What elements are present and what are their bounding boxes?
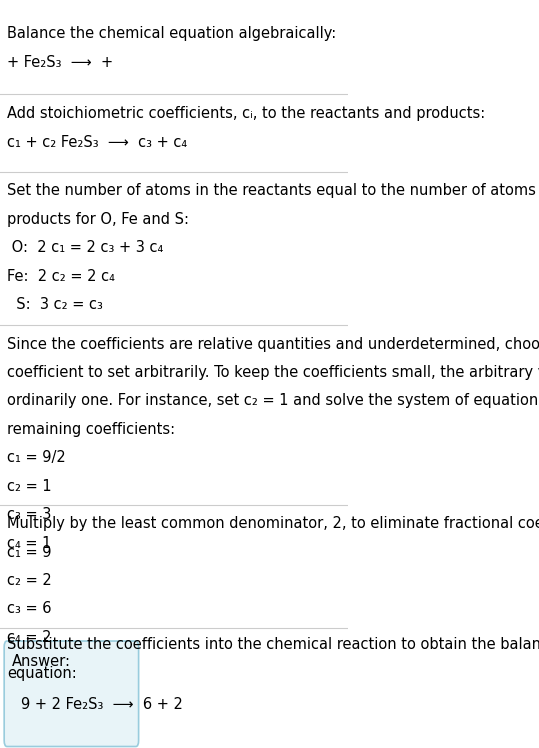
Text: 9 + 2 Fe₂S₃  ⟶  6 + 2: 9 + 2 Fe₂S₃ ⟶ 6 + 2 [21, 697, 183, 713]
Text: remaining coefficients:: remaining coefficients: [7, 422, 175, 437]
Text: Fe:  2 c₂ = 2 c₄: Fe: 2 c₂ = 2 c₄ [7, 269, 115, 283]
Text: c₃ = 6: c₃ = 6 [7, 601, 51, 616]
Text: + Fe₂S₃  ⟶  +: + Fe₂S₃ ⟶ + [7, 55, 113, 70]
Text: Multiply by the least common denominator, 2, to eliminate fractional coefficient: Multiply by the least common denominator… [7, 516, 539, 531]
Text: Since the coefficients are relative quantities and underdetermined, choose a: Since the coefficients are relative quan… [7, 337, 539, 352]
FancyBboxPatch shape [4, 641, 139, 747]
Text: c₄ = 1: c₄ = 1 [7, 536, 51, 551]
Text: c₁ = 9: c₁ = 9 [7, 545, 51, 560]
Text: Substitute the coefficients into the chemical reaction to obtain the balanced: Substitute the coefficients into the che… [7, 637, 539, 652]
Text: c₁ = 9/2: c₁ = 9/2 [7, 450, 66, 465]
Text: c₁ + c₂ Fe₂S₃  ⟶  c₃ + c₄: c₁ + c₂ Fe₂S₃ ⟶ c₃ + c₄ [7, 135, 187, 150]
Text: Set the number of atoms in the reactants equal to the number of atoms in the: Set the number of atoms in the reactants… [7, 183, 539, 198]
Text: S:  3 c₂ = c₃: S: 3 c₂ = c₃ [7, 297, 103, 312]
Text: equation:: equation: [7, 666, 77, 681]
Text: O:  2 c₁ = 2 c₃ + 3 c₄: O: 2 c₁ = 2 c₃ + 3 c₄ [7, 240, 163, 255]
Text: Add stoichiometric coefficients, cᵢ, to the reactants and products:: Add stoichiometric coefficients, cᵢ, to … [7, 106, 485, 121]
Text: ordinarily one. For instance, set c₂ = 1 and solve the system of equations for t: ordinarily one. For instance, set c₂ = 1… [7, 393, 539, 408]
Text: c₂ = 1: c₂ = 1 [7, 479, 52, 494]
Text: products for O, Fe and S:: products for O, Fe and S: [7, 212, 189, 227]
Text: Balance the chemical equation algebraically:: Balance the chemical equation algebraica… [7, 26, 336, 41]
Text: c₂ = 2: c₂ = 2 [7, 573, 52, 588]
Text: c₄ = 2: c₄ = 2 [7, 630, 51, 645]
Text: Answer:: Answer: [12, 654, 71, 669]
Text: c₃ = 3: c₃ = 3 [7, 507, 51, 522]
Text: coefficient to set arbitrarily. To keep the coefficients small, the arbitrary va: coefficient to set arbitrarily. To keep … [7, 365, 539, 380]
